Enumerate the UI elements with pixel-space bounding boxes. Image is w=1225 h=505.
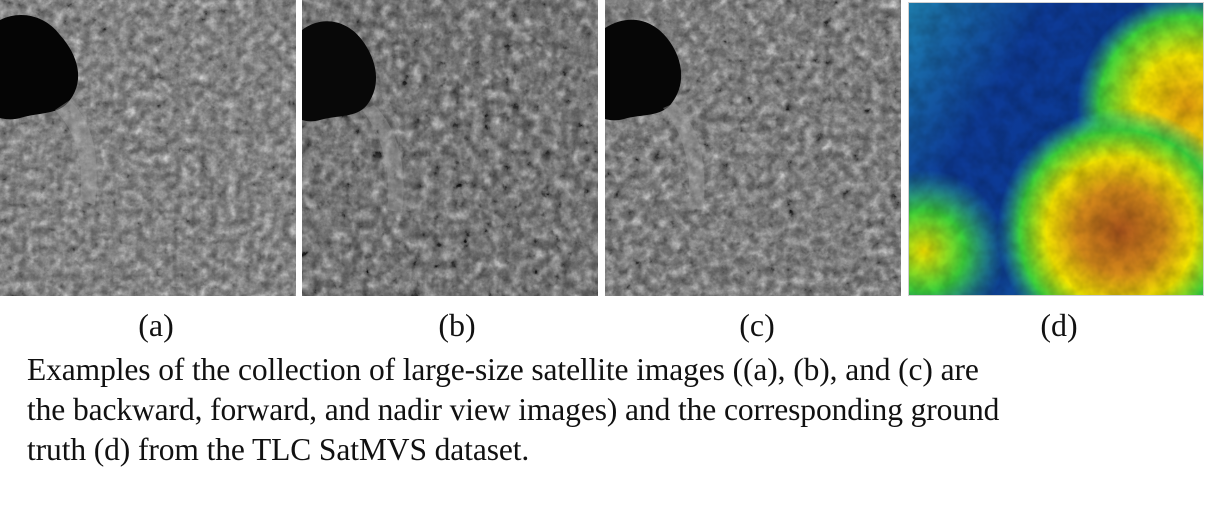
- panel-label-b: (b): [438, 307, 476, 343]
- satellite-image-forward: [302, 0, 598, 296]
- satellite-image-nadir: [605, 0, 901, 296]
- caption-line: truth (d) from the TLC SatMVS dataset.: [27, 432, 530, 467]
- figure-caption: Examples of the collection of large-size…: [27, 350, 1217, 470]
- ground-truth-dem: [908, 2, 1204, 296]
- panel-label-a: (a): [138, 307, 174, 343]
- caption-line: the backward, forward, and nadir view im…: [27, 392, 1000, 427]
- caption-line: Examples of the collection of large-size…: [27, 352, 979, 387]
- panel-label-d: (d): [1040, 307, 1078, 343]
- satellite-image-backward: [0, 0, 296, 296]
- panel-label-c: (c): [739, 307, 775, 343]
